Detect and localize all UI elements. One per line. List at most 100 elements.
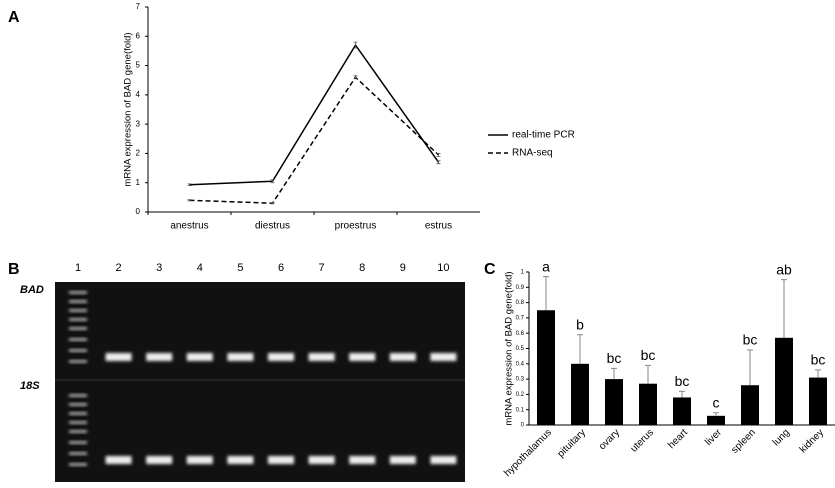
y-tick-label: 0.7	[516, 315, 525, 321]
error-bar	[781, 279, 787, 338]
significance-label: c	[713, 394, 720, 410]
gel-band	[186, 353, 213, 361]
gel-band	[389, 456, 416, 464]
y-tick-label: 3	[136, 119, 141, 128]
error-bar	[353, 75, 358, 80]
bar	[571, 363, 589, 425]
ladder-band	[69, 338, 87, 341]
panel-label: B	[8, 261, 20, 278]
significance-label: ab	[776, 261, 792, 277]
x-tick-label: lung	[771, 427, 792, 448]
x-tick-label: estrus	[425, 221, 452, 232]
error-bar	[747, 349, 753, 386]
significance-label: b	[576, 316, 584, 332]
y-tick-label: 0.3	[516, 377, 525, 383]
gel-band	[268, 456, 294, 464]
lane-label: 6	[278, 262, 284, 274]
lane-label: 8	[359, 262, 365, 274]
error-bar	[353, 41, 358, 49]
ladder-band	[69, 300, 87, 303]
ladder-band	[69, 452, 87, 455]
ladder-band	[69, 430, 87, 433]
y-tick-label: 5	[136, 61, 141, 70]
y-axis-label: mRNA expression of BAD gene(fold)	[123, 32, 134, 186]
ladder-band	[69, 349, 87, 352]
gel-band	[430, 353, 457, 361]
series-line	[189, 76, 440, 204]
bar	[673, 397, 691, 425]
error-bar	[270, 202, 275, 205]
y-tick-label: 4	[136, 90, 141, 99]
y-tick-label: 0.9	[516, 285, 525, 291]
x-tick-label: proestrus	[335, 221, 377, 232]
bar	[605, 379, 623, 425]
ladder-band	[69, 441, 87, 444]
significance-label: a	[542, 258, 550, 274]
gel-image	[55, 282, 465, 482]
y-tick-label: 0	[136, 207, 141, 216]
x-tick-label: heart	[666, 427, 690, 451]
x-tick-label: pituitary	[555, 427, 588, 460]
y-tick-label: 2	[136, 149, 141, 158]
x-tick-label: anestrus	[170, 221, 208, 232]
lane-label: 7	[319, 262, 325, 274]
series-line	[189, 43, 440, 186]
y-tick-label: 0.8	[516, 300, 525, 306]
bar	[809, 377, 827, 425]
y-tick-label: 0	[521, 423, 525, 429]
gel-band	[105, 456, 132, 464]
error-bar	[187, 199, 192, 202]
y-tick-label: 0.5	[516, 346, 525, 352]
gel-band	[430, 456, 457, 464]
significance-label: bc	[675, 373, 690, 389]
error-bar	[436, 160, 441, 165]
gel-band	[146, 456, 173, 464]
x-tick-label: hypothalamus	[502, 427, 554, 479]
lane-label: 1	[75, 262, 81, 274]
lane-label: 4	[197, 262, 203, 274]
gel-band	[227, 353, 254, 361]
ladder-band	[69, 394, 87, 397]
y-tick-label: 0.2	[516, 392, 525, 398]
significance-label: bc	[743, 332, 758, 348]
bar	[707, 415, 725, 425]
y-tick-label: 1	[521, 270, 525, 276]
significance-label: bc	[641, 347, 656, 363]
gel-band	[146, 353, 173, 361]
x-tick-label: uterus	[629, 427, 656, 454]
panel-label: A	[8, 9, 20, 26]
bar	[639, 383, 657, 425]
y-tick-label: 0.1	[516, 407, 525, 413]
ladder-band	[69, 318, 87, 321]
lane-label: 2	[116, 262, 122, 274]
y-tick-label: 6	[136, 31, 141, 40]
error-bar	[713, 412, 719, 416]
y-tick-label: 0.6	[516, 331, 525, 337]
lane-label: 10	[437, 262, 449, 274]
panel-label: C	[484, 261, 496, 278]
gel-band	[227, 456, 254, 464]
x-tick-label: spleen	[729, 427, 758, 456]
row-label: BAD	[20, 284, 44, 296]
error-bar	[815, 369, 821, 378]
legend-label: RNA-seq	[512, 148, 553, 159]
ladder-band	[69, 360, 87, 363]
error-bar	[543, 276, 549, 311]
error-bar	[187, 183, 192, 187]
gel-band	[349, 456, 376, 464]
ladder-band	[69, 327, 87, 330]
significance-label: bc	[811, 352, 826, 368]
error-bar	[270, 179, 275, 184]
y-tick-label: 1	[136, 178, 141, 187]
lane-label: 9	[400, 262, 406, 274]
ladder-band	[69, 421, 87, 424]
error-bar	[611, 367, 617, 380]
gel-band	[186, 456, 213, 464]
row-label: 18S	[20, 380, 40, 392]
gel-band	[349, 353, 376, 361]
gel-band	[308, 456, 335, 464]
ladder-band	[69, 463, 87, 466]
gel-band	[105, 353, 132, 361]
x-tick-label: diestrus	[255, 221, 290, 232]
ladder-band	[69, 403, 87, 406]
